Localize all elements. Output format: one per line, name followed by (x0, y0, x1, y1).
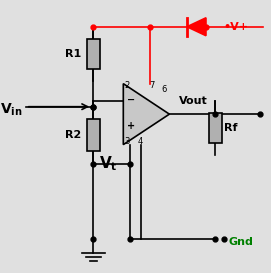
Text: 3: 3 (124, 137, 129, 146)
Polygon shape (123, 84, 169, 145)
Text: +: + (127, 121, 135, 131)
Bar (87, 39, 100, 69)
Text: $\mathbf{V_{in}}$: $\mathbf{V_{in}}$ (0, 101, 22, 118)
Text: 7: 7 (149, 81, 154, 90)
Text: $\mathbf{V_t}$: $\mathbf{V_t}$ (99, 154, 118, 173)
Text: −: − (127, 95, 135, 105)
Text: R2: R2 (65, 130, 81, 140)
Bar (87, 120, 100, 151)
Polygon shape (187, 18, 206, 36)
Text: 2: 2 (124, 81, 129, 90)
Text: Rf: Rf (224, 123, 237, 133)
Text: •V+: •V+ (224, 22, 249, 32)
Bar (209, 114, 222, 143)
Text: 6: 6 (162, 85, 167, 94)
Text: 4: 4 (137, 137, 143, 146)
Text: Gnd: Gnd (229, 237, 254, 247)
Text: Vout: Vout (179, 96, 208, 106)
Text: R1: R1 (65, 49, 81, 59)
